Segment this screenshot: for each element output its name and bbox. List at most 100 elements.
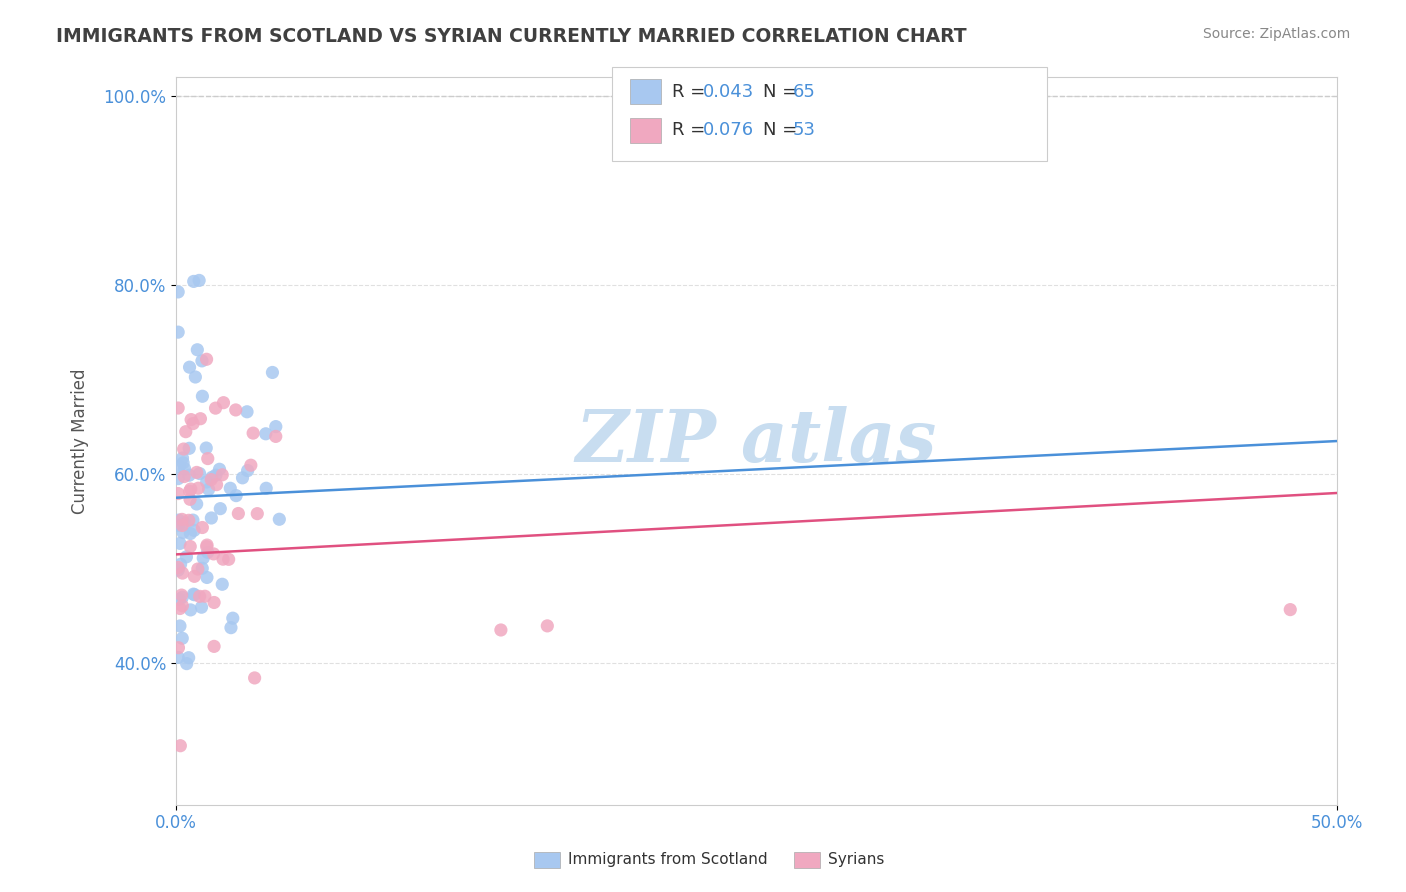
Point xyxy=(186,343,208,357)
Point xyxy=(170,512,193,526)
Point xyxy=(254,426,277,441)
Point xyxy=(197,545,219,559)
Point xyxy=(172,451,194,466)
Point xyxy=(187,481,209,495)
Point xyxy=(219,621,242,635)
Point xyxy=(183,587,205,601)
Point xyxy=(173,516,195,530)
Point xyxy=(183,274,205,288)
Point xyxy=(246,507,269,521)
Point xyxy=(195,538,218,552)
Point xyxy=(190,600,212,615)
Point xyxy=(190,411,212,425)
Point xyxy=(176,657,198,671)
Point xyxy=(179,442,201,456)
Point xyxy=(239,458,262,473)
Text: Syrians: Syrians xyxy=(828,853,884,867)
Point xyxy=(167,640,190,655)
Point xyxy=(191,389,214,403)
Text: IMMIGRANTS FROM SCOTLAND VS SYRIAN CURRENTLY MARRIED CORRELATION CHART: IMMIGRANTS FROM SCOTLAND VS SYRIAN CURRE… xyxy=(56,27,967,45)
Point xyxy=(191,520,214,534)
Point xyxy=(167,472,190,486)
Point xyxy=(202,640,225,654)
Point xyxy=(180,412,202,426)
Point xyxy=(179,360,201,375)
Point xyxy=(188,467,211,481)
Point xyxy=(169,536,191,550)
Point xyxy=(169,619,191,633)
Point xyxy=(167,486,190,500)
Point xyxy=(200,473,222,487)
Point xyxy=(181,417,204,431)
Point xyxy=(228,507,250,521)
Point xyxy=(167,325,190,339)
Point xyxy=(183,588,205,602)
Text: 65: 65 xyxy=(793,83,815,101)
Point xyxy=(254,481,277,495)
Text: Immigrants from Scotland: Immigrants from Scotland xyxy=(568,853,768,867)
Point xyxy=(167,285,190,299)
Point xyxy=(236,464,259,478)
Point xyxy=(205,477,228,491)
Text: ZIP atlas: ZIP atlas xyxy=(575,406,936,476)
Point xyxy=(209,501,232,516)
Point xyxy=(180,482,202,496)
Point xyxy=(186,466,208,480)
Point xyxy=(167,560,190,574)
Point xyxy=(179,468,201,483)
Point xyxy=(191,561,214,575)
Point xyxy=(183,569,205,583)
Point xyxy=(172,632,194,646)
Point xyxy=(264,419,287,434)
Text: 53: 53 xyxy=(793,121,815,139)
Point xyxy=(1279,602,1302,616)
Point xyxy=(170,588,193,602)
Point xyxy=(172,566,194,580)
Point xyxy=(172,525,194,540)
Point xyxy=(536,619,558,633)
Point xyxy=(236,405,259,419)
Point xyxy=(202,547,225,561)
Point xyxy=(208,462,231,476)
Point xyxy=(188,273,211,287)
Point xyxy=(194,589,217,603)
Point xyxy=(191,354,214,368)
Point xyxy=(212,395,235,409)
Text: N =: N = xyxy=(763,121,803,139)
Text: R =: R = xyxy=(672,83,711,101)
Point xyxy=(172,518,194,533)
Point xyxy=(202,595,225,609)
Point xyxy=(200,511,222,525)
Point xyxy=(174,425,197,439)
Point xyxy=(264,429,287,443)
Point xyxy=(169,739,191,753)
Point xyxy=(169,558,191,572)
Point xyxy=(169,459,191,474)
Point xyxy=(218,552,240,566)
Point xyxy=(176,549,198,564)
Point xyxy=(167,592,190,607)
Point xyxy=(195,540,218,554)
Point xyxy=(231,471,253,485)
Point xyxy=(195,441,218,455)
Text: N =: N = xyxy=(763,83,803,101)
Point xyxy=(262,366,284,380)
Point xyxy=(184,370,207,384)
Point xyxy=(204,401,226,416)
Point xyxy=(186,497,208,511)
Point xyxy=(179,540,201,554)
Point xyxy=(167,563,190,577)
Point xyxy=(167,513,190,527)
Point xyxy=(167,518,190,533)
Point xyxy=(183,524,205,538)
Point xyxy=(197,483,219,497)
Point xyxy=(167,401,190,415)
Point xyxy=(169,601,191,615)
Point xyxy=(177,513,200,527)
Text: 0.043: 0.043 xyxy=(703,83,754,101)
Point xyxy=(179,526,201,541)
Point xyxy=(173,461,195,475)
Point xyxy=(172,591,194,605)
Point xyxy=(179,492,201,507)
Point xyxy=(201,470,224,484)
